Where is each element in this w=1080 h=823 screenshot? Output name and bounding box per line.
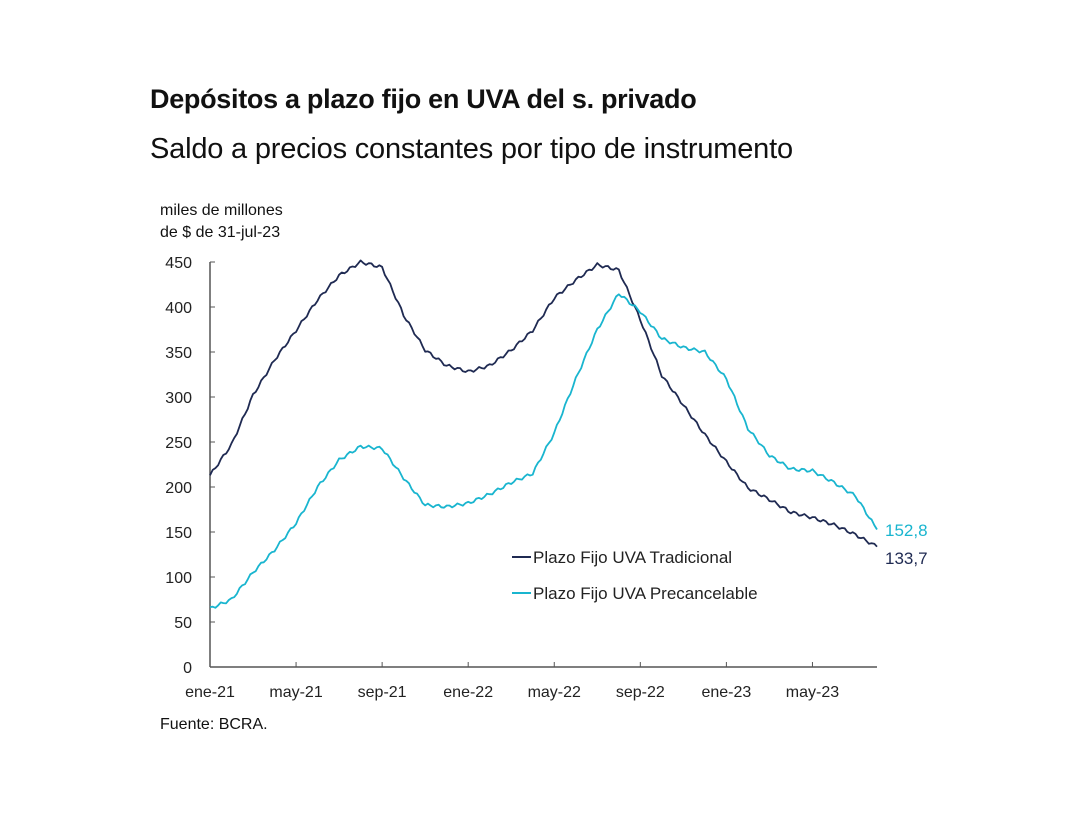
chart-subtitle: Saldo a precios constantes por tipo de i…	[150, 133, 793, 165]
end-value-label: 152,8	[885, 521, 928, 540]
y-tick-label: 450	[165, 255, 192, 272]
y-tick-label: 250	[165, 435, 192, 452]
x-tick-label: may-22	[528, 684, 581, 701]
y-tick-label: 0	[183, 660, 192, 677]
x-tick-label: ene-22	[443, 684, 493, 701]
x-tick-label: may-23	[786, 684, 839, 701]
y-tick-label: 300	[165, 390, 192, 407]
source-note: Fuente: BCRA.	[160, 716, 268, 733]
series-line-tradicional	[209, 259, 878, 548]
legend-label: Plazo Fijo UVA Precancelable	[533, 584, 758, 603]
y-tick-label: 400	[165, 300, 192, 317]
y-tick-label: 50	[174, 615, 192, 632]
y-tick-label: 350	[165, 345, 192, 362]
series-line-precancelable	[209, 293, 878, 609]
x-tick-label: sep-22	[616, 684, 665, 701]
x-tick-label: sep-21	[358, 684, 407, 701]
y-axis-label-line2: de $ de 31-jul-23	[160, 224, 281, 241]
y-tick-label: 150	[165, 525, 192, 542]
legend-label: Plazo Fijo UVA Tradicional	[533, 548, 732, 567]
chart-title: Depósitos a plazo fijo en UVA del s. pri…	[150, 84, 697, 114]
x-tick-label: ene-23	[701, 684, 751, 701]
end-value-label: 133,7	[885, 549, 928, 568]
y-axis-label-line1: miles de millones	[160, 202, 283, 219]
y-tick-label: 100	[165, 570, 192, 587]
x-tick-label: may-21	[269, 684, 322, 701]
y-tick-label: 200	[165, 480, 192, 497]
x-tick-label: ene-21	[185, 684, 235, 701]
